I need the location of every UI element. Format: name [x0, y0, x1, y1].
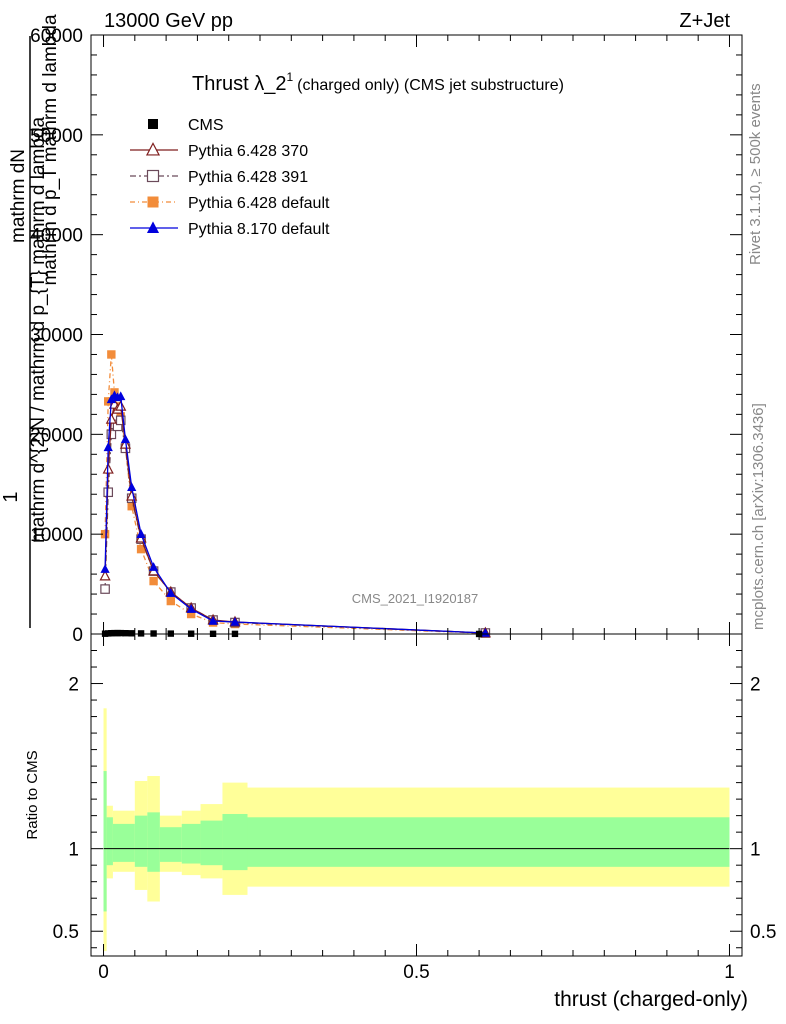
series-point-3-2 — [107, 350, 116, 359]
header-process-label: Z+Jet — [679, 10, 730, 32]
xtick-label: 1 — [724, 962, 735, 983]
series-point-4-14 — [480, 627, 490, 637]
series-point-3-0 — [100, 529, 110, 539]
main-ylabel-line: mathrm d^{2}N / mathrm d p_{T} mathrm d … — [28, 117, 49, 543]
mcplots-label: mcplots.cern.ch [arXiv:1306.3436] — [750, 403, 767, 630]
ratio-band-inner-4 — [147, 812, 160, 872]
legend-label-1: Pythia 6.428 370 — [188, 143, 308, 160]
main-ylabel: 1 mathrm dN mathrm d p_T mathrm d lambda… — [0, 14, 61, 628]
main-ylabel-prefix: 1 — [0, 491, 22, 502]
main-ytick-label: 60000 — [30, 26, 83, 47]
ratio-axes: 0.5 0.5 1 1 2 2 0 0.5 1 — [53, 634, 776, 983]
legend-marker-0 — [148, 119, 158, 129]
ratio-band-inner-2 — [112, 823, 135, 862]
ratio-band-inner-5 — [159, 827, 182, 862]
plot-title-main: Thrust λ_2 — [192, 73, 286, 95]
ratio-ytick-label-left: 0.5 — [53, 922, 79, 943]
ratio-data-layer — [103, 708, 730, 952]
main-data-layer — [99, 350, 491, 638]
series-point-2-5 — [115, 415, 126, 426]
ratio-ytick-label-right: 0.5 — [750, 922, 776, 943]
legend-marker-3 — [147, 196, 159, 208]
series-4 — [100, 390, 490, 637]
series-point-1-0 — [99, 569, 111, 581]
series-point-3-9 — [149, 576, 158, 586]
main-ytick-label: 40000 — [30, 226, 83, 247]
legend-marker-4 — [146, 221, 160, 233]
main-ytick-label: 20000 — [30, 425, 83, 446]
series-point-0-5 — [117, 629, 124, 637]
ratio-panel: 0.5 0.5 1 1 2 2 0 0.5 1 Ratio to CMS thrust (cha… — [24, 633, 776, 1011]
series-point-4-13 — [230, 616, 240, 626]
ratio-ytick-label-right: 2 — [750, 675, 761, 696]
series-point-0-6 — [122, 630, 129, 637]
legend: CMS Pythia 6.428 370 Pythia 6.428 391 Pythi… — [130, 117, 330, 238]
ratio-band-inner-1 — [106, 817, 113, 866]
ratio-band-inner-6 — [181, 823, 201, 864]
series-point-0-7 — [128, 630, 135, 637]
main-ylabel-denominator: mathrm d p_T mathrm d lambda — [40, 14, 61, 285]
legend-marker-1 — [145, 142, 161, 156]
series-point-2-0 — [100, 584, 110, 594]
series-point-3-10 — [166, 596, 176, 606]
main-ytick-label: 50000 — [30, 126, 83, 147]
series-point-4-10 — [166, 588, 176, 597]
legend-label-4: Pythia 8.170 default — [188, 221, 330, 238]
legend-label-3: Pythia 6.428 default — [188, 195, 330, 212]
legend-marker-2 — [146, 169, 160, 183]
series-point-4-6 — [120, 434, 131, 444]
series-point-4-5 — [116, 391, 126, 401]
series-point-4-0 — [100, 564, 110, 573]
series-point-4-9 — [148, 562, 159, 571]
xlabel: thrust (charged-only) — [554, 988, 748, 1011]
ratio-band-inner-7 — [200, 820, 223, 866]
series-point-3-11 — [186, 609, 196, 619]
rivet-version-label: Rivet 3.1.10, ≥ 500k events — [747, 83, 764, 265]
series-line-3 — [104, 354, 486, 634]
ratio-ytick-label-right: 1 — [750, 840, 761, 861]
series-point-0-8 — [137, 630, 145, 637]
legend-label-0: CMS — [188, 117, 224, 134]
series-point-1-2 — [105, 413, 117, 424]
legend-label-2: Pythia 6.428 391 — [188, 169, 308, 186]
series-point-4-1 — [103, 442, 113, 452]
main-ytick-label: 0 — [72, 625, 83, 646]
main-panel: 0 10000 20000 30000 40000 50000 60000 CMS_2021… — [0, 14, 743, 646]
main-ytick-label: 10000 — [30, 525, 83, 546]
series-point-2-2 — [106, 429, 117, 440]
main-ylabel-numerator: mathrm dN — [8, 149, 29, 243]
header-energy-label: 13000 GeV pp — [104, 10, 233, 32]
series-point-3-8 — [136, 544, 146, 554]
main-axes: 0 10000 20000 30000 40000 50000 60000 — [30, 26, 742, 646]
plot-title-superscript: 1 — [286, 70, 293, 84]
series-point-1-5 — [115, 400, 127, 411]
ratio-ytick-label-left: 2 — [68, 675, 79, 696]
series-point-4-12 — [208, 615, 218, 625]
ratio-band-inner-3 — [134, 815, 148, 867]
main-ytick-label: 30000 — [30, 326, 83, 347]
ratio-ytick-label-left: 1 — [68, 840, 79, 861]
series-point-3-7 — [127, 502, 136, 511]
ratio-band-inner-0 — [103, 771, 107, 912]
xtick-label: 0 — [98, 962, 109, 983]
series-point-4-8 — [136, 529, 146, 538]
plot-title-rest: (charged only) (CMS jet substructure) — [297, 77, 564, 94]
ratio-band-inner-9 — [247, 817, 730, 867]
ratio-band-inner-8 — [222, 813, 248, 871]
plot-title: Thrust λ_21 (charged only) (CMS jet subst… — [192, 70, 564, 95]
series-point-4-7 — [127, 482, 137, 492]
series-point-4-11 — [186, 604, 196, 613]
xtick-label: 0.5 — [403, 962, 429, 983]
watermark: CMS_2021_I1920187 — [352, 591, 479, 606]
ratio-ylabel: Ratio to CMS — [24, 750, 41, 839]
